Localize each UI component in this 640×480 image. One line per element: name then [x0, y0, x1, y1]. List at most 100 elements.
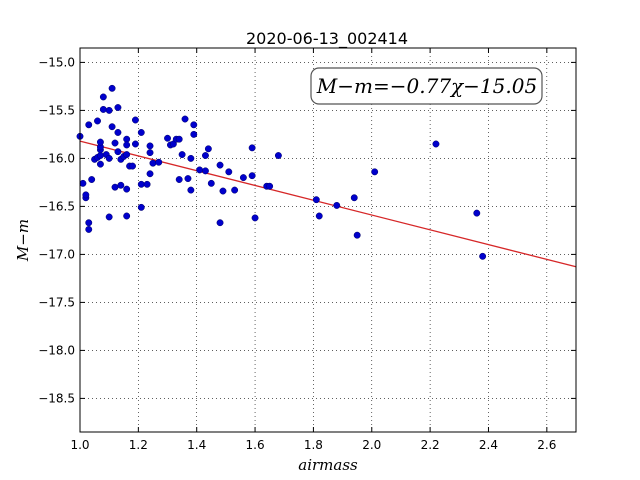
x-tick-label: 1.8	[304, 438, 323, 452]
data-point	[108, 84, 116, 92]
data-point	[353, 231, 361, 239]
x-tick-label: 2.0	[362, 438, 381, 452]
data-point	[190, 121, 198, 129]
data-point	[184, 175, 192, 183]
y-tick-label: −17.0	[38, 247, 75, 261]
data-point	[178, 151, 186, 159]
data-point	[371, 168, 379, 176]
data-point	[204, 145, 212, 153]
y-tick-label: −15.5	[38, 103, 75, 117]
data-point	[111, 183, 119, 191]
data-point	[146, 149, 154, 157]
axis-ticks: 1.0 1.2 1.4 1.6 1.8 2.0 2.2 2.4 2.6 −15.0 −15.5 −16…	[38, 48, 576, 452]
data-point	[181, 115, 189, 123]
annotation-box	[310, 67, 543, 105]
data-point	[99, 105, 107, 113]
y-tick-label: −17.5	[38, 295, 75, 309]
data-point	[79, 179, 87, 187]
fit-equation: M−m=−0.77χ−15.05	[316, 74, 537, 98]
data-point	[137, 203, 145, 211]
x-tick-label: 1.0	[70, 438, 89, 452]
data-point	[88, 176, 96, 183]
fit-equation-box: M−m=−0.77χ−15.05	[310, 67, 543, 105]
data-point	[85, 121, 93, 129]
data-point	[131, 116, 139, 124]
data-point	[473, 209, 481, 217]
data-point	[479, 252, 487, 260]
y-tick-label: −16.0	[38, 151, 75, 165]
y-tick-label: −16.5	[38, 199, 75, 213]
x-tick-label: 2.6	[537, 438, 556, 452]
x-tick-label: 2.2	[421, 438, 440, 452]
x-tick-label: 1.6	[246, 438, 265, 452]
grid	[79, 48, 576, 432]
y-tick-label: −15.0	[38, 55, 75, 69]
data-point	[202, 152, 209, 159]
data-point	[196, 166, 204, 174]
data-point	[123, 212, 131, 220]
data-point	[190, 130, 198, 138]
data-point	[225, 168, 233, 176]
data-point	[137, 180, 145, 188]
data-point	[105, 154, 113, 162]
data-point	[266, 182, 274, 190]
data-point	[94, 117, 101, 125]
data-point	[114, 148, 122, 156]
data-point	[216, 219, 224, 227]
data-point	[123, 185, 131, 193]
data-point	[155, 158, 163, 166]
data-point	[175, 135, 183, 143]
data-point	[143, 180, 151, 188]
x-tick-label: 1.2	[129, 438, 148, 452]
chart-title: 2020-06-13_002414	[246, 29, 408, 49]
x-tick-label: 1.4	[187, 438, 206, 452]
fit-line-layer	[79, 140, 577, 268]
plot-frame	[79, 47, 577, 433]
data-point	[82, 191, 90, 199]
data-point	[315, 212, 323, 220]
data-point	[187, 154, 195, 162]
fit-line	[79, 140, 577, 268]
data-point	[333, 201, 341, 209]
data-point	[219, 187, 227, 195]
data-point	[149, 159, 157, 167]
data-point	[114, 129, 122, 136]
data-point	[187, 186, 195, 194]
data-point	[248, 144, 256, 152]
data-point	[350, 194, 358, 202]
data-point	[164, 134, 171, 142]
data-point	[131, 140, 139, 148]
data-point	[202, 167, 209, 175]
data-point	[85, 219, 93, 227]
data-point	[117, 181, 125, 189]
data-point	[248, 172, 256, 180]
data-point	[137, 129, 145, 136]
data-point	[105, 106, 113, 114]
data-point	[239, 174, 247, 182]
data-point	[146, 142, 154, 150]
x-tick-label: 2.4	[479, 438, 498, 452]
data-point	[207, 179, 215, 187]
data-point	[123, 151, 131, 159]
data-point	[99, 93, 107, 101]
data-point	[108, 123, 116, 131]
data-point	[123, 141, 131, 149]
x-axis-label: airmass	[298, 456, 358, 474]
data-point	[175, 176, 183, 183]
data-point	[123, 135, 131, 143]
data-point	[114, 104, 122, 111]
data-point	[96, 160, 104, 168]
data-point	[312, 196, 320, 204]
data-point	[231, 186, 239, 194]
data-point	[111, 139, 119, 147]
data-point	[105, 213, 113, 221]
data-point	[85, 225, 93, 233]
data-points	[76, 84, 487, 260]
data-point	[146, 170, 154, 178]
data-point	[216, 161, 224, 169]
data-point	[432, 140, 440, 148]
data-point	[129, 162, 136, 170]
y-tick-label: −18.5	[38, 391, 75, 405]
data-point	[96, 152, 104, 159]
data-point	[96, 138, 104, 146]
